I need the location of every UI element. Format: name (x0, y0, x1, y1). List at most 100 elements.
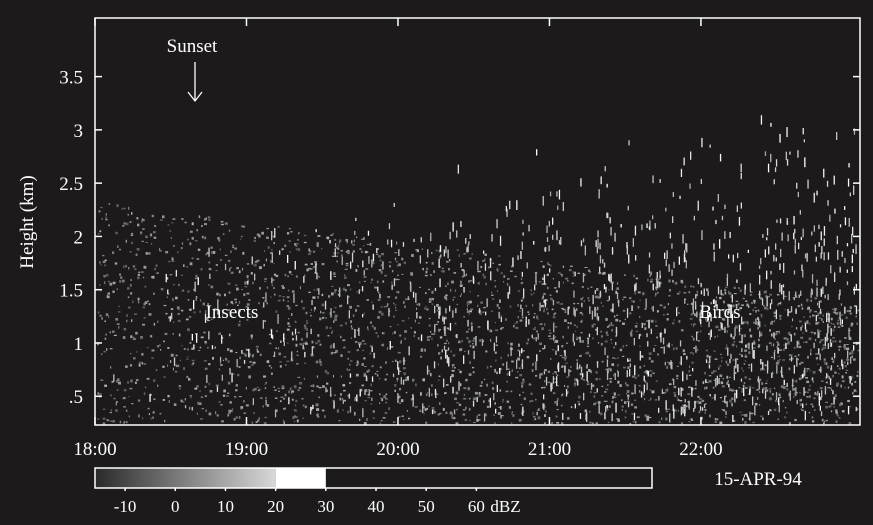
echo (759, 266, 760, 269)
echo (156, 265, 158, 267)
echo (102, 255, 104, 256)
echo (352, 253, 353, 263)
echo (455, 308, 456, 313)
echo (469, 340, 472, 342)
echo (759, 404, 760, 406)
echo (704, 289, 705, 296)
echo (303, 404, 305, 406)
echo (349, 310, 350, 318)
echo (845, 365, 847, 367)
echo (594, 307, 595, 317)
echo (704, 404, 705, 408)
echo (543, 310, 545, 312)
echo (351, 240, 352, 243)
echo (600, 291, 601, 298)
echo (401, 274, 403, 275)
echo (371, 383, 372, 386)
echo (669, 383, 672, 385)
echo (276, 330, 278, 332)
echo (123, 336, 126, 339)
echo (769, 342, 772, 344)
echo (544, 371, 545, 374)
echo (357, 360, 358, 363)
echo (393, 374, 394, 378)
echo (643, 392, 645, 395)
echo (381, 313, 384, 316)
echo (192, 364, 194, 366)
echo (244, 282, 246, 285)
echo (563, 282, 564, 284)
echo (837, 415, 840, 417)
echo (365, 251, 368, 253)
echo (676, 347, 678, 349)
echo (778, 303, 780, 305)
echo (350, 361, 353, 362)
echo (331, 352, 333, 355)
echo (153, 411, 155, 413)
echo (104, 281, 106, 284)
echo (528, 225, 529, 232)
echo (456, 409, 458, 411)
echo (701, 230, 702, 240)
echo (726, 344, 727, 347)
echo (833, 324, 835, 325)
echo (334, 289, 337, 291)
echo (522, 380, 525, 383)
echo (445, 308, 446, 313)
echo (761, 382, 763, 385)
echo (490, 339, 491, 342)
echo (479, 339, 481, 342)
echo (131, 212, 132, 215)
echo (789, 354, 792, 356)
echo (841, 303, 842, 305)
echo (512, 369, 513, 372)
annotation-birds: Birds (699, 302, 740, 323)
echo (263, 376, 266, 378)
echo (571, 406, 573, 408)
echo (195, 275, 197, 278)
echo (455, 323, 457, 325)
echo (744, 334, 746, 337)
echo (519, 374, 522, 376)
echo (183, 367, 185, 370)
echo (228, 360, 230, 363)
echo (617, 357, 618, 358)
echo (739, 325, 740, 332)
echo (322, 294, 324, 296)
echo (831, 322, 833, 324)
echo (116, 204, 118, 207)
echo (702, 400, 705, 402)
echo (795, 292, 796, 298)
echo (651, 279, 653, 280)
echo (769, 397, 772, 400)
echo (660, 275, 661, 278)
echo (671, 243, 672, 248)
echo (794, 270, 795, 274)
echo (187, 266, 188, 267)
echo (332, 286, 334, 287)
echo (567, 417, 570, 420)
echo (292, 290, 295, 292)
echo (280, 341, 281, 344)
echo (167, 395, 169, 397)
echo (456, 422, 459, 424)
echo (275, 412, 276, 418)
echo (334, 307, 336, 308)
echo (353, 250, 355, 252)
echo (320, 364, 322, 366)
echo (559, 190, 560, 200)
echo (768, 411, 769, 415)
echo (543, 265, 545, 268)
echo (853, 249, 854, 253)
echo (767, 367, 768, 374)
echo (825, 402, 828, 403)
echo (801, 362, 804, 364)
echo (819, 341, 821, 343)
echo (189, 342, 191, 344)
echo (731, 334, 732, 338)
echo (212, 357, 214, 360)
echo (517, 255, 518, 260)
echo (557, 375, 559, 376)
echo (608, 405, 611, 407)
echo (822, 347, 824, 350)
